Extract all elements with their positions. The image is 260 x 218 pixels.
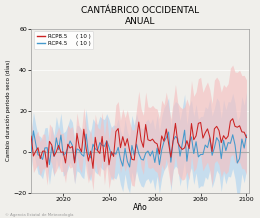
Text: © Agencia Estatal de Meteorología: © Agencia Estatal de Meteorología	[5, 213, 74, 217]
X-axis label: Año: Año	[133, 203, 147, 213]
Legend: RCP8.5     ( 10 ), RCP4.5     ( 10 ): RCP8.5 ( 10 ), RCP4.5 ( 10 )	[34, 31, 93, 49]
Title: CANTÁBRICO OCCIDENTAL
ANUAL: CANTÁBRICO OCCIDENTAL ANUAL	[81, 5, 199, 26]
Y-axis label: Cambio duración periodo seco (días): Cambio duración periodo seco (días)	[5, 60, 11, 161]
